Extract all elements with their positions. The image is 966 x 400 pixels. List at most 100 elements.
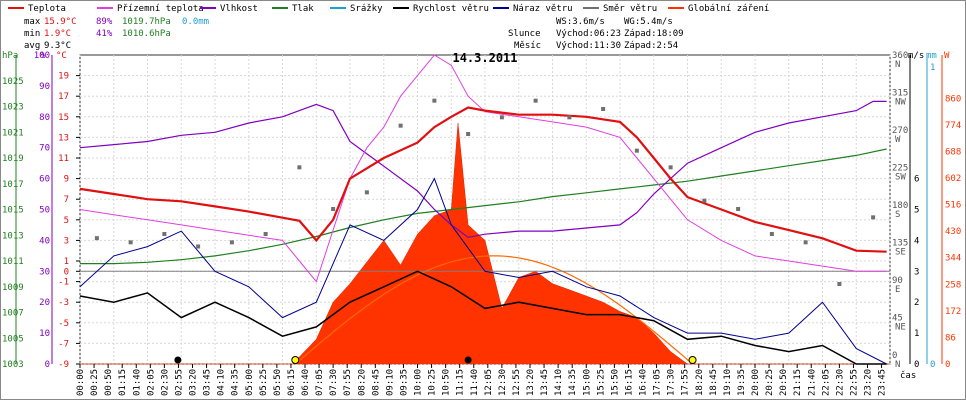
x-tick-label: 05:50 — [273, 369, 283, 396]
x-tick-label: 19:35 — [737, 369, 747, 396]
wind-dir-point — [567, 115, 572, 120]
stat-min-press: 1010.6hPa — [122, 29, 171, 39]
x-tick-label: 23:45 — [878, 369, 888, 396]
tick-wind-dir-name: E — [895, 285, 900, 295]
tick-pressure: 1013 — [2, 231, 24, 241]
tick-rain: 0 — [930, 360, 935, 370]
x-tick-label: 10:25 — [428, 369, 438, 396]
tick-wind-speed: 1 — [914, 329, 919, 339]
tick-radiation: 344 — [945, 254, 961, 264]
x-tick-label: 18:20 — [695, 369, 705, 396]
tick-radiation: 516 — [945, 201, 961, 211]
tick-wind-dir-name: N — [895, 360, 900, 370]
legend-label: Tlak — [292, 4, 314, 14]
axis-unit-mm: mm — [926, 51, 937, 61]
x-tick-label: 10:50 — [442, 369, 452, 396]
x-tick-label: 12:55 — [512, 369, 522, 396]
tick-radiation: 430 — [945, 227, 961, 237]
tick-wind-dir: 0 — [892, 351, 897, 361]
tick-humidity: 0 — [45, 360, 50, 370]
moonrise-marker — [464, 356, 472, 364]
tick-temperature: 15 — [58, 113, 69, 123]
x-tick-label: 00:00 — [76, 369, 86, 396]
tick-wind-dir-name: NE — [895, 323, 906, 333]
tick-wind-dir-name: S — [895, 210, 900, 220]
wind-dir-point — [668, 165, 673, 170]
tick-humidity: 50 — [39, 206, 50, 216]
stat-wg: WG:5.4m/s — [624, 17, 673, 27]
x-tick-label: 09:35 — [399, 369, 409, 396]
series-ground-temp — [79, 54, 887, 283]
stat-max-temp: 15.9°C — [44, 17, 77, 27]
x-tick-label: 14:10 — [554, 369, 564, 396]
x-tick-label: 00:25 — [90, 369, 100, 396]
wind-dir-point — [769, 232, 774, 236]
x-tick-label: 01:15 — [118, 369, 128, 396]
tick-radiation: 258 — [945, 280, 961, 290]
x-tick-label: 18:45 — [709, 369, 719, 396]
tick-wind-speed: 5 — [914, 206, 919, 216]
tick-humidity: 70 — [39, 144, 50, 154]
legend: Teplota Přízemní teplota Vlhkost Tlak Srážky… — [8, 4, 769, 14]
wind-dir-point — [466, 132, 471, 136]
tick-pressure: 1007 — [2, 309, 24, 319]
x-tick-label: 06:40 — [301, 369, 311, 396]
x-tick-label: 04:35 — [231, 369, 241, 396]
tick-pressure: 1003 — [2, 360, 24, 370]
x-tick-label: 21:15 — [793, 369, 803, 396]
x-tick-label: 15:25 — [596, 369, 606, 396]
tick-wind-dir: 315 — [892, 89, 908, 99]
wind-dir-point — [128, 240, 133, 245]
tick-wind-dir-name: SW — [895, 173, 906, 183]
tick-humidity: 10 — [39, 329, 50, 339]
tick-wind-dir: 135 — [892, 239, 908, 249]
moon-set: Západ:2:54 — [624, 41, 678, 51]
wind-dir-point — [229, 240, 234, 245]
tick-temperature: 11 — [58, 154, 69, 164]
tick-pressure: 1023 — [2, 103, 24, 113]
axis-unit-hpa: hPa — [2, 51, 18, 61]
sun-label: Slunce — [508, 29, 541, 39]
series-radiation — [80, 122, 890, 365]
axis-unit-pct: % — [40, 51, 46, 61]
x-tick-label: 13:45 — [540, 369, 550, 396]
x-tick-label: 02:30 — [160, 369, 170, 396]
tick-temperature: -1 — [58, 278, 69, 288]
wind-dir-point — [803, 240, 808, 245]
plot-area: 14.3.2011 — [79, 51, 891, 365]
wind-dir-point — [297, 165, 302, 170]
x-tick-label: 15:00 — [582, 369, 592, 396]
wind-dir-point — [432, 98, 437, 103]
legend-label: Přízemní teplota — [117, 4, 204, 14]
x-tick-label: 08:20 — [357, 369, 367, 396]
x-tick-label: 17:55 — [681, 369, 691, 396]
tick-temperature: 9 — [64, 175, 69, 185]
tick-wind-dir-name: W — [895, 135, 901, 145]
stat-ws: WS:3.6m/s — [556, 17, 605, 27]
tick-temperature: 0 — [64, 267, 69, 277]
x-tick-label: 17:05 — [653, 369, 663, 396]
tick-wind-dir-name: NW — [895, 98, 906, 108]
tick-temperature: 17 — [58, 92, 69, 102]
wind-dir-point — [837, 282, 842, 286]
stat-max-rain: 0.0mm — [182, 17, 209, 27]
tick-rain: 1 — [930, 63, 935, 73]
tick-pressure: 1019 — [2, 154, 24, 164]
stat-label: min — [24, 29, 40, 39]
wind-dir-point — [601, 107, 606, 111]
x-tick-label: 12:30 — [498, 369, 508, 396]
stat-label: avg — [24, 41, 40, 51]
x-tick-label: 20:00 — [751, 369, 761, 396]
tick-pressure: 1009 — [2, 283, 24, 293]
tick-temperature: -3 — [58, 298, 69, 308]
tick-wind-dir: 360 — [892, 51, 908, 61]
stat-max-hum: 89% — [96, 17, 113, 27]
x-tick-label: 00:50 — [104, 369, 114, 396]
tick-wind-dir: 90 — [892, 276, 903, 286]
stat-max-press: 1019.7hPa — [122, 17, 171, 27]
wind-dir-point — [263, 232, 268, 236]
x-tick-label: 05:25 — [259, 369, 269, 396]
stat-min-temp: 1.9°C — [44, 29, 71, 39]
x-tick-label: 06:15 — [287, 369, 297, 396]
legend-label: Teplota — [28, 4, 66, 14]
